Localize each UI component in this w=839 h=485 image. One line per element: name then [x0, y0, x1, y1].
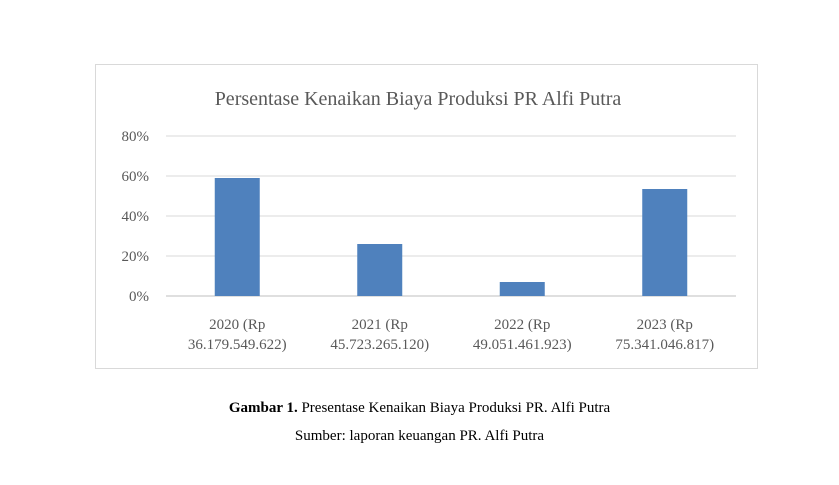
- y-axis-ticks: 0% 20% 40% 60% 80%: [122, 129, 150, 305]
- y-tick-label: 60%: [122, 169, 150, 185]
- x-tick-label: 2023 (Rp 75.341.046.817): [615, 317, 714, 353]
- x-tick-label: 2021 (Rp 45.723.265.120): [330, 317, 429, 353]
- chart-title: Persentase Kenaikan Biaya Produksi PR Al…: [215, 88, 622, 110]
- figure-label: Gambar 1.: [228, 400, 298, 416]
- y-tick-label: 40%: [122, 209, 150, 225]
- bar: [357, 244, 403, 296]
- figure-source: Sumber: laporan keuangan PR. Alfi Putra: [294, 428, 545, 444]
- x-axis-ticks: 2020 (Rp 36.179.549.622) 2021 (Rp 45.723.26…: [188, 317, 714, 353]
- chart-frame: Persentase Kenaikan Biaya Produksi PR Al…: [95, 64, 758, 369]
- bar: [499, 282, 545, 296]
- figure-caption: Gambar 1. Presentase Kenaikan Biaya Prod…: [0, 400, 839, 417]
- bar: [642, 189, 688, 296]
- y-tick-label: 80%: [122, 129, 150, 145]
- bar: [214, 178, 260, 296]
- x-tick-label: 2022 (Rp 49.051.461.923): [473, 317, 572, 353]
- y-tick-label: 0%: [129, 289, 149, 305]
- figure-caption-text: Presentase Kenaikan Biaya Produksi PR. A…: [297, 400, 611, 416]
- bar-chart: Persentase Kenaikan Biaya Produksi PR Al…: [122, 88, 736, 353]
- x-tick-label: 2020 (Rp 36.179.549.622): [188, 317, 287, 353]
- gridlines: [166, 135, 736, 297]
- y-tick-label: 20%: [122, 249, 150, 265]
- bars: [214, 178, 688, 296]
